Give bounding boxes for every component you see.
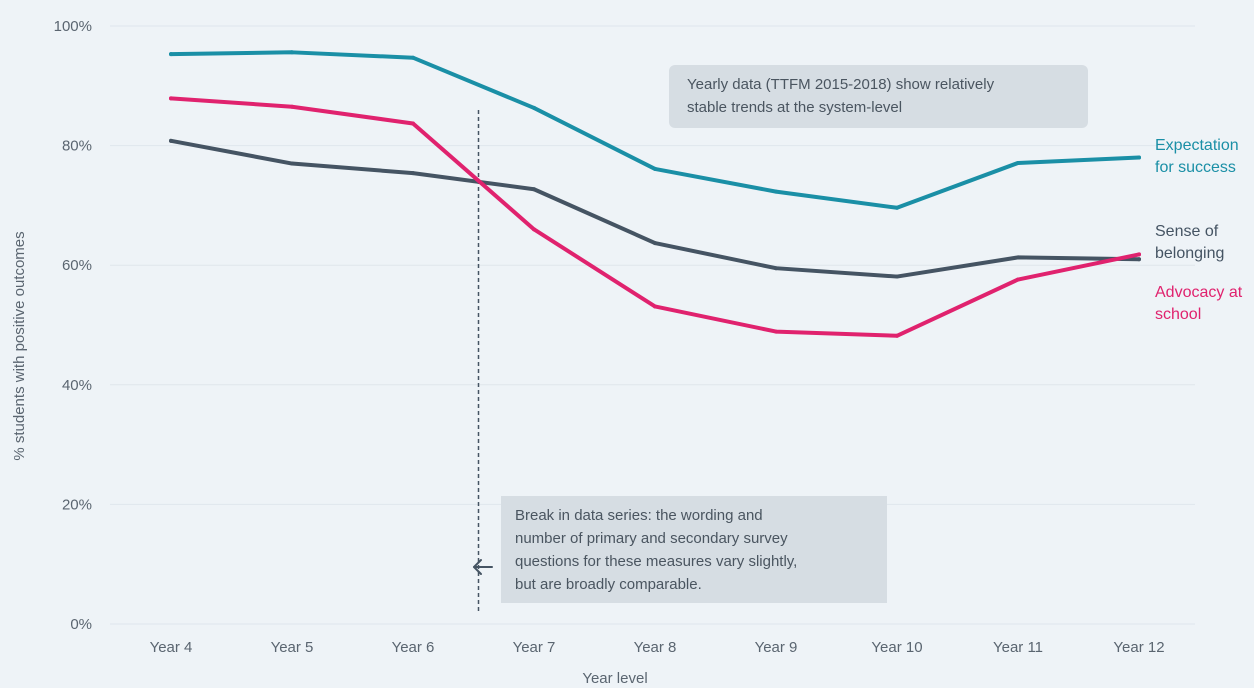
annotation-yearly-box (669, 65, 1088, 128)
x-axis-ticks: Year 4 Year 5 Year 6 Year 7 Year 8 Year 9 Year… (150, 639, 1165, 656)
y-tick-label: 20% (62, 496, 92, 513)
data-point-advocacy-at-school (290, 104, 294, 109)
data-point-expectation-for-success (1137, 155, 1141, 160)
annotation-yearly: Yearly data (TTFM 2015-2018) show relati… (669, 65, 1088, 128)
y-tick-label: 0% (70, 616, 92, 633)
data-point-sense-of-belonging (169, 138, 173, 143)
x-tick-label: Year 5 (271, 639, 314, 656)
data-point-sense-of-belonging (1016, 255, 1020, 260)
series-line-sense-of-belonging (169, 138, 1141, 279)
annotation-break-box (501, 496, 887, 603)
data-point-expectation-for-success (411, 55, 415, 60)
annotation-yearly-line-1: Yearly data (TTFM 2015-2018) show relati… (687, 76, 995, 93)
data-point-advocacy-at-school (1016, 277, 1020, 282)
x-axis-title: Year level (582, 670, 647, 687)
data-point-expectation-for-success (290, 50, 294, 55)
y-tick-label: 40% (62, 377, 92, 394)
series-lines (169, 50, 1141, 338)
data-point-advocacy-at-school (774, 329, 778, 334)
data-point-advocacy-at-school (532, 227, 536, 232)
data-point-expectation-for-success (532, 105, 536, 110)
series-line-advocacy-at-school (169, 96, 1141, 338)
data-point-advocacy-at-school (653, 304, 657, 309)
y-tick-label: 60% (62, 257, 92, 274)
data-point-expectation-for-success (653, 166, 657, 171)
data-point-expectation-for-success (774, 189, 778, 194)
data-point-expectation-for-success (169, 52, 173, 57)
series-label-expectation-for-success: Expectation (1155, 137, 1239, 154)
y-axis-ticks: 0% 20% 40% 60% 80% 100% (54, 18, 92, 633)
annotation-break-line-2: number of primary and secondary survey (515, 530, 788, 547)
data-point-sense-of-belonging (653, 241, 657, 246)
data-point-sense-of-belonging (774, 266, 778, 271)
x-tick-label: Year 4 (150, 639, 193, 656)
data-point-advocacy-at-school (1137, 252, 1141, 257)
x-tick-label: Year 7 (513, 639, 556, 656)
series-label-sense-of-belonging: belonging (1155, 245, 1224, 262)
annotations: Yearly data (TTFM 2015-2018) show relati… (473, 65, 1088, 603)
gridlines (110, 25, 1195, 625)
series-label-advocacy-at-school: Advocacy at (1155, 284, 1243, 301)
y-axis-title: % students with positive outcomes (11, 231, 28, 460)
data-point-advocacy-at-school (895, 333, 899, 338)
x-tick-label: Year 9 (755, 639, 798, 656)
annotation-break-line-4: but are broadly comparable. (515, 576, 702, 593)
x-tick-label: Year 11 (993, 639, 1043, 656)
data-point-advocacy-at-school (411, 121, 415, 126)
data-point-sense-of-belonging (411, 171, 415, 176)
series-label-expectation-for-success: for success (1155, 159, 1236, 176)
x-tick-label: Year 8 (634, 639, 677, 656)
annotation-break-line-3: questions for these measures vary slight… (515, 553, 797, 570)
x-tick-label: Year 10 (871, 639, 922, 656)
x-tick-label: Year 6 (392, 639, 435, 656)
annotation-break: Break in data series: the wording and nu… (501, 496, 887, 603)
data-point-expectation-for-success (1016, 160, 1020, 165)
data-point-expectation-for-success (895, 205, 899, 210)
data-point-advocacy-at-school (169, 96, 173, 101)
arrow-left-icon (473, 559, 493, 575)
series-labels: Expectation for success Sense of belonging A… (1155, 137, 1243, 323)
x-tick-label: Year 12 (1113, 639, 1164, 656)
annotation-yearly-line-2: stable trends at the system-level (687, 99, 902, 116)
series-label-advocacy-at-school: school (1155, 306, 1201, 323)
y-tick-label: 80% (62, 138, 92, 155)
y-tick-label: 100% (54, 18, 92, 35)
data-point-sense-of-belonging (290, 161, 294, 166)
data-point-sense-of-belonging (1137, 257, 1141, 262)
data-point-sense-of-belonging (532, 187, 536, 192)
series-label-sense-of-belonging: Sense of (1155, 223, 1219, 240)
annotation-break-line-1: Break in data series: the wording and (515, 507, 763, 524)
data-point-sense-of-belonging (895, 274, 899, 279)
